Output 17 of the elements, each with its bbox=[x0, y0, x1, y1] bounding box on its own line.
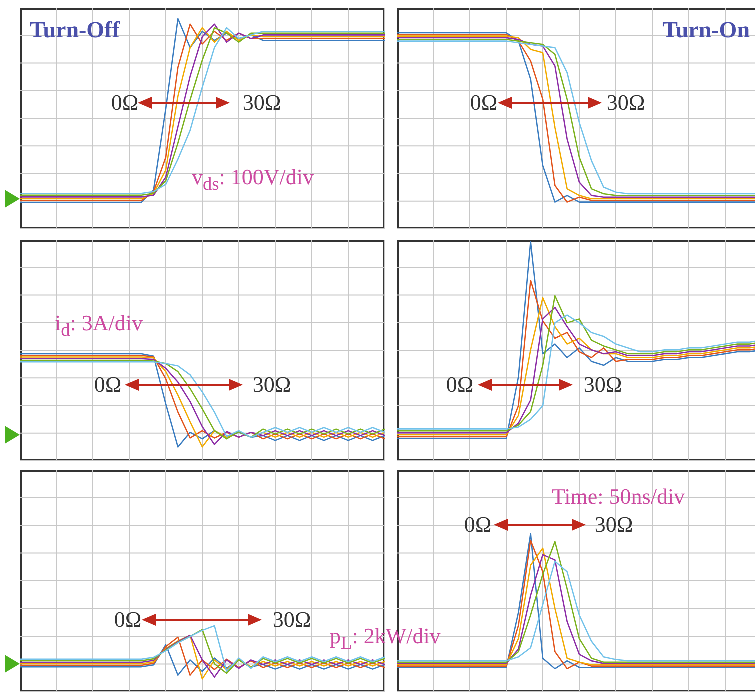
annotation: 30Ω bbox=[584, 372, 622, 397]
text: i$_{d}$: 3A/div bbox=[55, 310, 144, 340]
annotation: 0Ω bbox=[464, 512, 492, 537]
annotation: 30Ω bbox=[252, 372, 292, 397]
annotation: 0Ω bbox=[114, 607, 142, 632]
annotation: 0Ω bbox=[446, 372, 474, 397]
annotation: 0Ω bbox=[111, 90, 139, 115]
annotation: 30Ω bbox=[242, 90, 282, 115]
annotation: 30Ω bbox=[272, 607, 312, 632]
chart-title: Turn-On bbox=[662, 18, 750, 42]
text: Time: 50ns/div bbox=[552, 484, 686, 509]
annotation: 30Ω bbox=[606, 90, 646, 115]
annotation: 30Ω bbox=[594, 512, 634, 537]
annotation: v$_{ds}$: 100V/div bbox=[192, 164, 314, 194]
annotation: 0Ω bbox=[470, 90, 498, 115]
annotation: 0Ω bbox=[94, 372, 122, 397]
chart-title: Turn-Off bbox=[30, 18, 120, 42]
